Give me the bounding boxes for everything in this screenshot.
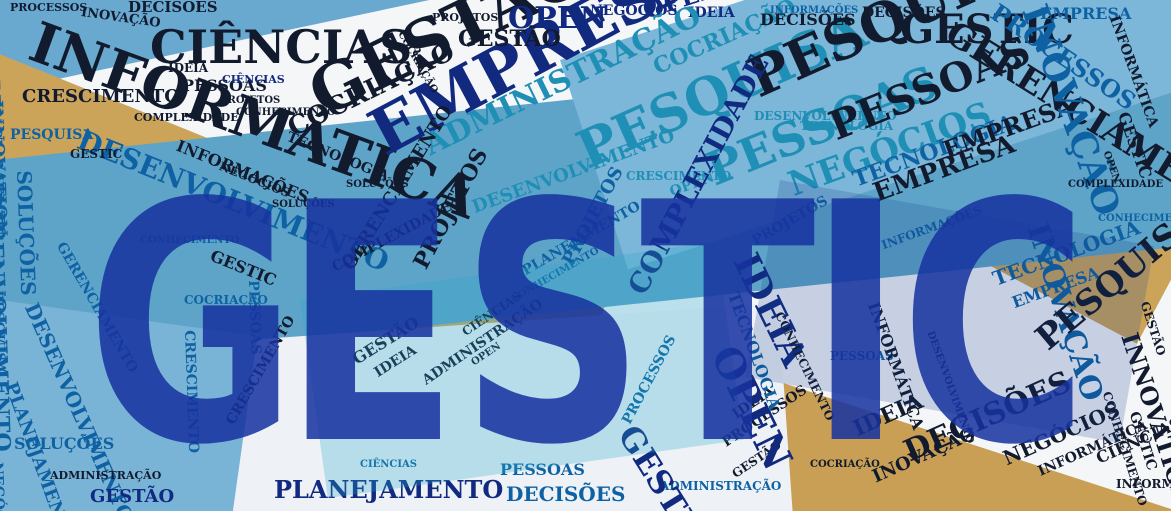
cloud-word: COCRIAÇÃO — [810, 459, 880, 470]
cloud-word: EMPRESA — [1040, 4, 1132, 23]
cloud-word: IDEIA — [688, 5, 735, 21]
cloud-word: GESTIC — [70, 147, 123, 161]
cloud-word: CRESCIMENTO — [626, 169, 732, 183]
cloud-word: IDEIA — [168, 61, 209, 75]
cloud-word: CIÊNCIAS — [360, 459, 418, 470]
cloud-word: CIÊNCIAS — [222, 73, 285, 86]
cloud-word: PROJETOS — [220, 95, 281, 106]
cloud-word: GESTÃO — [458, 26, 561, 52]
cloud-word: SOLUÇÕES — [14, 434, 115, 453]
cloud-word: PROJETOS — [432, 11, 499, 24]
cloud-word: ADMINISTRAÇÃO — [50, 469, 162, 482]
cloud-word: PESSOAS — [830, 349, 894, 363]
cloud-word: DESENVOLVIMENTO — [754, 109, 897, 123]
cloud-word: COMPLEXIDADE — [1068, 179, 1164, 190]
logo-letter-c: C — [900, 133, 1089, 511]
cloud-word: PESSOAS — [500, 460, 585, 479]
cloud-word: INFORMAÇÕES — [770, 5, 859, 16]
cloud-word: DECISÕES — [506, 482, 626, 506]
cloud-word: INFORMAÇÕES — [1116, 477, 1171, 491]
cloud-word: CRESCIMENTO — [22, 86, 180, 107]
cloud-word: SOLUÇÕES — [12, 169, 41, 297]
cloud-word: CONHECIMENTO — [140, 235, 240, 246]
cloud-word: DECISÕES — [128, 0, 218, 16]
logo-letter-i: I — [808, 133, 904, 511]
cloud-word: CONHECIMENTO — [1098, 213, 1171, 224]
cloud-word: TECNOLOGIA — [800, 119, 894, 133]
cloud-word: PROCESSOS — [10, 1, 88, 14]
cloud-word: COMPLEXIDADE — [134, 111, 239, 124]
cloud-word: PESSOAS — [182, 76, 267, 95]
cloud-word: ADMINISTRAÇÃO — [660, 479, 782, 493]
cloud-word: SOLUÇÕES — [346, 179, 409, 190]
cloud-word: PESQUISA — [10, 127, 94, 143]
cloud-word: CIÊNCIAS — [150, 20, 413, 74]
cloud-word: DECISÕES — [760, 10, 856, 29]
cloud-word: COCRIAÇÃO — [184, 293, 268, 307]
cloud-word: GESTIC — [900, 6, 1074, 53]
logo-letter-e: E — [283, 133, 459, 511]
cloud-word: CONHECIMENTO — [236, 107, 336, 118]
logo-letter-s: S — [460, 133, 646, 511]
logo-letter-g: G — [86, 133, 298, 511]
cloud-word: NEGÓCIOS — [590, 3, 678, 19]
logo-letter-t: T — [640, 133, 816, 511]
cloud-word: GESTÃO — [90, 486, 175, 507]
cloud-word: DECISÕES — [862, 5, 946, 21]
cloud-word: OPEN — [508, 1, 607, 36]
cloud-word: PLANEJAMENTO — [274, 475, 504, 504]
cloud-word: SOLUÇÕES — [272, 199, 335, 210]
